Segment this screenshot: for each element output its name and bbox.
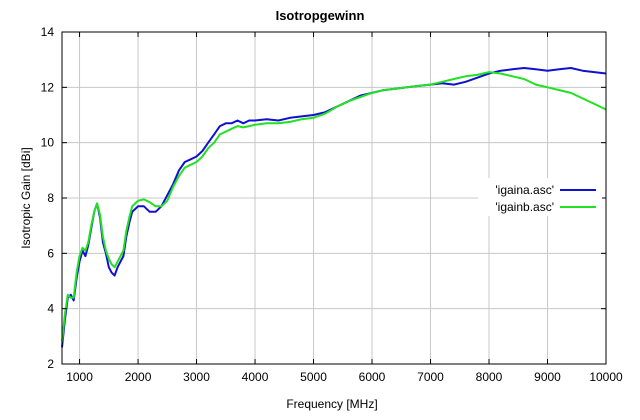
y-axis-label: Isotropic Gain [dBi] (19, 147, 33, 248)
x-tick-label: 4000 (242, 370, 269, 384)
x-tick-label: 6000 (359, 370, 386, 384)
x-tick-label: 10000 (589, 370, 623, 384)
x-tick-label: 3000 (183, 370, 210, 384)
series-layer (61, 67, 607, 348)
x-tick-label: 1000 (66, 370, 93, 384)
axis-ticks: 1000 2000 3000 4000 5000 6000 7000 8000 9000 1000… (41, 25, 623, 384)
y-tick-label: 14 (41, 25, 55, 39)
y-tick-label: 8 (47, 191, 54, 205)
legend-label-2: 'igainb.asc' (495, 200, 554, 214)
x-tick-label: 9000 (534, 370, 561, 384)
x-tick-label: 8000 (476, 370, 503, 384)
y-tick-label: 4 (47, 302, 54, 316)
legend-label-1: 'igaina.asc' (495, 183, 554, 197)
x-axis-label: Frequency [MHz] (286, 397, 377, 411)
y-tick-label: 6 (47, 246, 54, 260)
y-tick-label: 2 (47, 357, 54, 371)
x-tick-label: 5000 (300, 370, 327, 384)
series-line-2 (61, 71, 607, 343)
x-tick-label: 2000 (125, 370, 152, 384)
y-tick-label: 10 (41, 136, 55, 150)
y-tick-label: 12 (41, 80, 55, 94)
x-tick-label: 7000 (417, 370, 444, 384)
chart-title: Isotropgewinn (276, 8, 365, 23)
legend: 'igaina.asc' 'igainb.asc' (478, 178, 602, 216)
legend-box (478, 178, 602, 216)
